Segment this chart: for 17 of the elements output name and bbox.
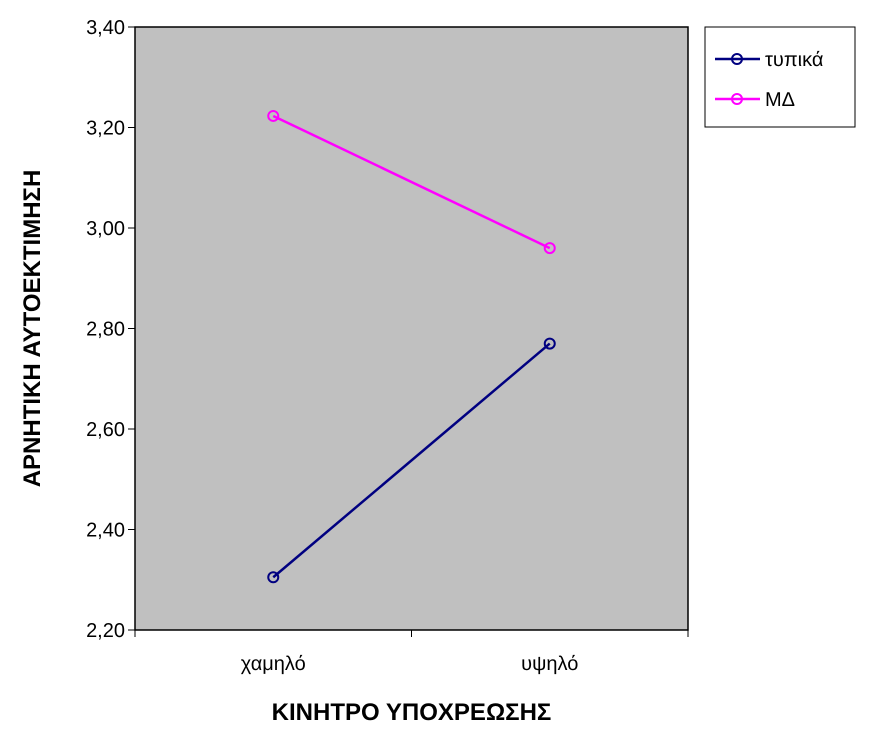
y-tick-label: 3,00 [86, 218, 125, 240]
point [544, 242, 556, 254]
y-tick-label: 2,40 [86, 520, 125, 542]
y-tick-label: 2,60 [86, 419, 125, 441]
point [544, 338, 556, 350]
y-tick-label: 2,20 [86, 620, 125, 642]
point [267, 571, 280, 584]
y-tick-label: 3,40 [86, 17, 125, 39]
y-axis-title: ΑΡΝΗΤΙΚΗ ΑΥΤΟΕΚΤΙΜΗΣΗ [19, 170, 46, 488]
point [267, 110, 280, 122]
legend-label: τυπικά [765, 49, 824, 71]
x-axis-title: ΚΙΝΗΤΡΟ ΥΠΟΧΡΕΩΣΗΣ [272, 699, 552, 726]
y-tick-label: 3,20 [86, 118, 125, 140]
x-tick-label: υψηλό [521, 653, 578, 675]
y-tick-label: 2,80 [86, 318, 125, 340]
legend-label: ΜΔ [765, 89, 796, 111]
x-tick-label: χαμηλό [240, 653, 306, 675]
